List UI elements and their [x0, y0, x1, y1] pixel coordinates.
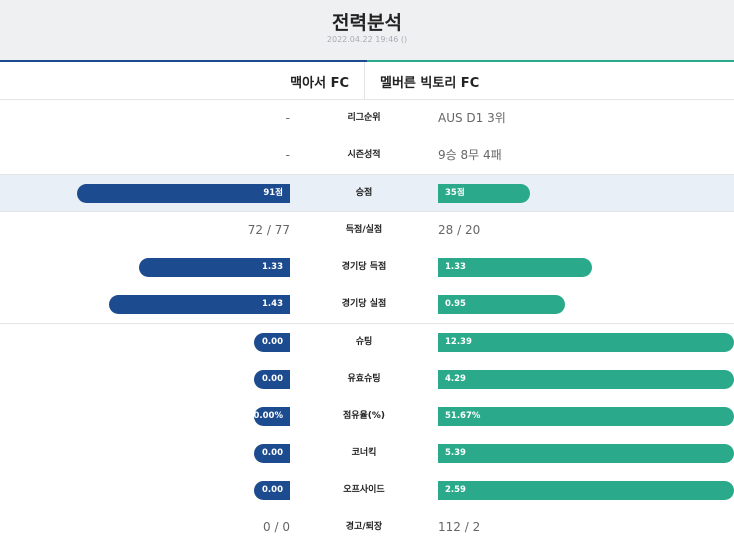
home-goals: 72 / 77: [247, 223, 290, 237]
home-value: 0.00: [262, 374, 283, 384]
team-divider: [364, 62, 365, 99]
stat-row-possession: 0.00% 점유율(%) 51.67%: [0, 398, 734, 435]
stat-label: 코너킥: [351, 448, 377, 458]
away-accent-line: [367, 60, 734, 62]
stat-row-conceded-per-game: 1.43 경기당 실점 0.95: [0, 286, 734, 323]
away-value: 35점: [445, 188, 465, 198]
page-title: 전력분석: [332, 12, 402, 34]
stat-label: 시즌성적: [347, 150, 381, 160]
away-team-name: 멜버른 빅토리 FC: [380, 76, 480, 91]
away-value: 51.67%: [445, 411, 481, 421]
away-bar: 0.95: [438, 295, 565, 314]
home-value: 0.00%: [253, 411, 284, 421]
home-league-rank: -: [285, 111, 290, 125]
home-bar: 91점: [77, 184, 290, 203]
home-cards: 0 / 0: [263, 520, 290, 534]
stat-row-cards: 0 / 0 경고/퇴장 112 / 2: [0, 509, 734, 546]
divider: [0, 99, 734, 100]
stat-row-shots: 0.00 슈팅 12.39: [0, 324, 734, 361]
stat-label: 경고/퇴장: [345, 522, 383, 532]
away-bar: 1.33: [438, 258, 592, 277]
header: 전력분석 2022.04.22 19:46 (): [0, 0, 734, 60]
stat-label: 리그순위: [347, 113, 381, 123]
home-value: 91점: [263, 188, 283, 198]
stat-row-points: 91점 승점 35점: [0, 175, 734, 212]
stat-label: 경기당 득점: [341, 262, 387, 272]
away-value: 0.95: [445, 299, 466, 309]
away-season-record: 9승 8무 4패: [438, 148, 502, 162]
away-bar: 12.39: [438, 333, 734, 352]
away-bar: 2.59: [438, 481, 734, 500]
home-bar: 0.00: [254, 333, 290, 352]
home-value: 1.33: [262, 262, 283, 272]
away-bar: 5.39: [438, 444, 734, 463]
match-timestamp: 2022.04.22 19:46 (): [326, 35, 408, 44]
stat-row-league-rank: - 리그순위 AUS D1 3위: [0, 100, 734, 137]
stat-row-offsides: 0.00 오프사이드 2.59: [0, 472, 734, 509]
away-value: 4.29: [445, 374, 466, 384]
away-bar: 4.29: [438, 370, 734, 389]
away-value: 2.59: [445, 485, 466, 495]
divider: [0, 211, 734, 212]
away-cards: 112 / 2: [438, 520, 481, 534]
stat-label: 오프사이드: [343, 485, 385, 495]
home-bar: 0.00: [254, 370, 290, 389]
away-value: 12.39: [445, 337, 472, 347]
divider: [0, 323, 734, 324]
home-bar: 1.33: [139, 258, 290, 277]
away-goals: 28 / 20: [438, 223, 481, 237]
stat-label: 슈팅: [355, 337, 373, 347]
home-team-name: 맥아서 FC: [290, 76, 349, 91]
stat-label: 유효슈팅: [347, 374, 381, 384]
stat-row-goals-per-game: 1.33 경기당 득점 1.33: [0, 249, 734, 286]
stat-row-shots-on-target: 0.00 유효슈팅 4.29: [0, 361, 734, 398]
away-bar: 35점: [438, 184, 530, 203]
stat-label: 득점/실점: [345, 225, 383, 235]
home-bar: 0.00: [254, 481, 290, 500]
home-accent-line: [0, 60, 367, 62]
stat-label: 경기당 실점: [341, 299, 387, 309]
home-value: 0.00: [262, 448, 283, 458]
away-value: 1.33: [445, 262, 466, 272]
home-value: 0.00: [262, 337, 283, 347]
home-value: 1.43: [262, 299, 283, 309]
away-league-rank: AUS D1 3위: [438, 111, 506, 125]
away-value: 5.39: [445, 448, 466, 458]
home-value: 0.00: [262, 485, 283, 495]
away-bar: 51.67%: [438, 407, 734, 426]
stat-row-corners: 0.00 코너킥 5.39: [0, 435, 734, 472]
home-bar: 0.00%: [254, 407, 290, 426]
stat-row-season-record: - 시즌성적 9승 8무 4패: [0, 137, 734, 174]
home-season-record: -: [285, 148, 290, 162]
team-names: 맥아서 FC 멜버른 빅토리 FC: [0, 62, 734, 99]
stat-label: 승점: [355, 188, 373, 198]
home-bar: 1.43: [109, 295, 290, 314]
home-bar: 0.00: [254, 444, 290, 463]
stat-row-goals: 72 / 77 득점/실점 28 / 20: [0, 212, 734, 249]
stat-label: 점유율(%): [342, 411, 386, 421]
divider: [0, 174, 734, 175]
